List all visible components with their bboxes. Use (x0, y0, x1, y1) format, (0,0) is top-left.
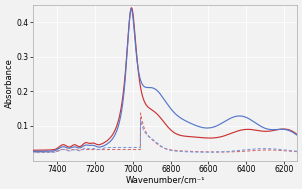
Y-axis label: Absorbance: Absorbance (5, 58, 14, 108)
X-axis label: Wavenumber/cm⁻¹: Wavenumber/cm⁻¹ (125, 175, 205, 184)
